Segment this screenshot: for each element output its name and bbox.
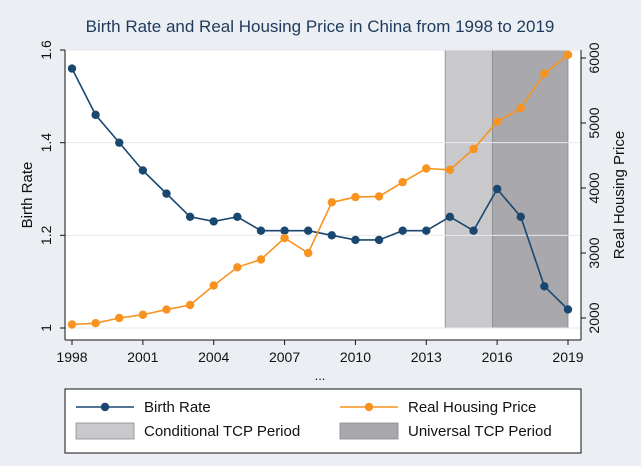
y-right-tick-label: 3000 <box>586 237 602 268</box>
point-real-housing-price-1999 <box>91 319 100 328</box>
legend: Birth Rate Real Housing Price Conditional … <box>75 399 552 440</box>
point-real-housing-price-2007 <box>280 233 289 243</box>
point-real-housing-price-2010 <box>351 192 360 202</box>
legend-marker-birth-rate <box>100 402 110 412</box>
series-line-birth-rate <box>71 68 569 311</box>
x-tick-label: 2007 <box>269 349 300 365</box>
point-birth-rate-2018 <box>540 282 549 291</box>
legend-label-birth-rate: Birth Rate <box>144 399 211 416</box>
x-axis-label: ... <box>315 368 326 383</box>
x-tick-label: 2004 <box>198 349 229 365</box>
point-birth-rate-2019 <box>563 305 573 314</box>
point-real-housing-price-2003 <box>185 300 195 310</box>
point-birth-rate-2017 <box>516 212 525 221</box>
point-birth-rate-2001 <box>138 166 148 175</box>
x-tick-label: 2019 <box>552 349 583 365</box>
shade-conditional-tcp <box>444 49 493 329</box>
point-real-housing-price-2005 <box>233 263 242 272</box>
point-real-housing-price-2018 <box>540 69 549 78</box>
point-birth-rate-2009 <box>327 231 337 240</box>
point-real-housing-price-2001 <box>138 310 148 319</box>
x-tick-label: 2013 <box>411 349 442 365</box>
series-lines <box>71 54 569 326</box>
y-left-tick-label: 1.2 <box>38 225 54 245</box>
point-birth-rate-2007 <box>280 226 289 235</box>
point-birth-rate-2013 <box>422 226 431 235</box>
y-axis-right-label: Real Housing Price <box>611 131 628 259</box>
point-birth-rate-1998 <box>67 64 77 73</box>
point-birth-rate-2006 <box>256 226 266 235</box>
y-left-tick-label: 1.6 <box>38 40 54 60</box>
x-tick-label: 2016 <box>482 349 513 365</box>
y-axis-left-label: Birth Rate <box>19 162 36 229</box>
point-real-housing-price-2006 <box>256 255 266 264</box>
legend-label-conditional-tcp-period: Conditional TCP Period <box>144 423 300 440</box>
point-birth-rate-1999 <box>91 110 100 120</box>
gridlines <box>65 49 581 329</box>
point-real-housing-price-2014 <box>445 165 455 174</box>
point-real-housing-price-2016 <box>492 117 502 126</box>
point-real-housing-price-2015 <box>469 144 478 154</box>
point-birth-rate-2015 <box>469 226 478 235</box>
x-tick-label: 2010 <box>340 349 371 365</box>
point-real-housing-price-2002 <box>162 305 171 314</box>
y-right-tick-label: 2000 <box>586 302 602 333</box>
x-tick-label: 2001 <box>127 349 158 365</box>
series-points <box>67 50 573 329</box>
shaded-periods <box>444 49 569 329</box>
point-real-housing-price-2012 <box>398 177 407 187</box>
point-real-housing-price-2017 <box>516 103 525 113</box>
point-real-housing-price-2000 <box>115 313 124 323</box>
y-left-tick-label: 1 <box>38 324 54 332</box>
y-right-tick-label: 5000 <box>586 107 602 138</box>
point-real-housing-price-2013 <box>422 164 431 173</box>
point-real-housing-price-2019 <box>563 50 573 59</box>
point-real-housing-price-2009 <box>327 198 337 207</box>
point-birth-rate-2012 <box>398 226 407 235</box>
series-line-real-housing-price <box>71 54 569 326</box>
point-birth-rate-2003 <box>185 212 195 221</box>
point-birth-rate-2014 <box>445 212 455 221</box>
point-birth-rate-2008 <box>303 226 313 235</box>
point-real-housing-price-2008 <box>303 248 313 258</box>
y-left-tick-label: 1.4 <box>38 133 54 153</box>
y-right-tick-label: 6000 <box>586 42 602 73</box>
point-real-housing-price-1998 <box>67 320 77 329</box>
point-birth-rate-2010 <box>351 235 360 245</box>
legend-swatch-conditional-tcp-period <box>75 422 135 440</box>
legend-label-universal-tcp-period: Universal TCP Period <box>408 423 552 440</box>
point-birth-rate-2000 <box>115 138 124 147</box>
shade-universal-tcp <box>492 49 569 329</box>
point-birth-rate-2011 <box>374 235 384 245</box>
x-tick-label: 1998 <box>56 349 87 365</box>
point-birth-rate-2005 <box>233 212 242 221</box>
legend-box <box>64 388 582 454</box>
y-right-tick-label: 4000 <box>586 172 602 203</box>
point-birth-rate-2002 <box>162 189 171 198</box>
point-birth-rate-2016 <box>492 184 502 194</box>
point-birth-rate-2004 <box>209 217 218 226</box>
legend-swatch-universal-tcp-period <box>339 422 399 440</box>
chart-title: Birth Rate and Real Housing Price in Chi… <box>86 17 555 36</box>
axes: 1 1.2 1.4 1.6 2000 3000 4000 5000 6000 1998 2001 20… <box>38 40 602 365</box>
point-real-housing-price-2011 <box>374 192 384 201</box>
point-real-housing-price-2004 <box>209 281 218 290</box>
legend-label-real-housing-price: Real Housing Price <box>408 399 536 416</box>
legend-marker-real-housing-price <box>364 402 374 412</box>
